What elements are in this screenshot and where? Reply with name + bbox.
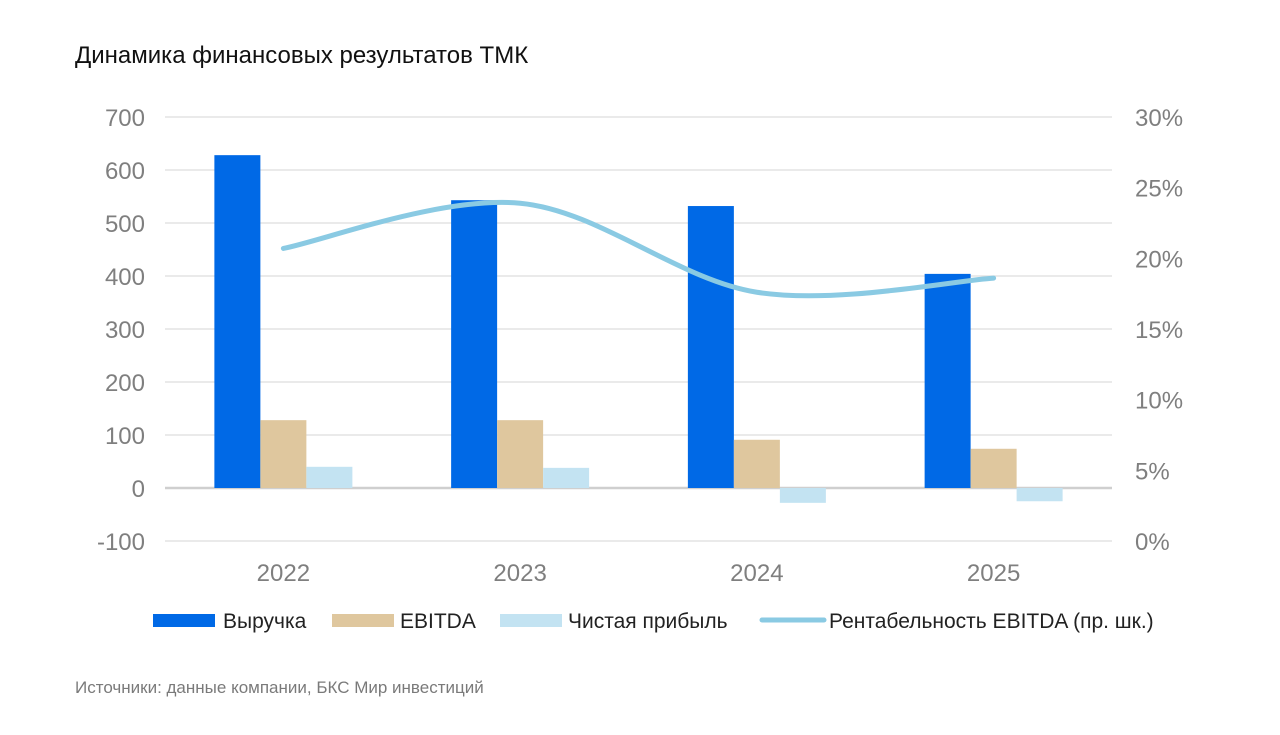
- line-ebitda-margin: [280, 199, 997, 299]
- x-tick-label: 2023: [493, 560, 546, 587]
- legend-label: Рентабельность EBITDA (пр. шк.): [829, 610, 1154, 633]
- x-tick-label: 2022: [257, 560, 310, 587]
- bar-выручка-2022: [214, 155, 261, 488]
- x-tick-label: 2025: [967, 560, 1020, 587]
- bar-ebitda-2025: [970, 448, 1017, 488]
- x-tick-label: 2024: [730, 560, 783, 587]
- bars: [214, 155, 1063, 503]
- bar-выручка-2025: [924, 273, 971, 488]
- y2-tick-label: 5%: [1135, 458, 1170, 485]
- bar-чистая-прибыль-2025: [1016, 488, 1063, 502]
- y-tick-label: 100: [105, 423, 145, 450]
- bar-чистая-прибыль-2023: [543, 467, 590, 488]
- legend-swatch-1: [153, 614, 215, 627]
- bar-ebitda-2024: [733, 439, 780, 488]
- y2-tick-label: 10%: [1135, 388, 1183, 415]
- y2-tick-label: 25%: [1135, 176, 1183, 203]
- bar-выручка-2024: [687, 206, 734, 489]
- y-axis-right: 30% 25% 20% 15% 10% 5% 0%: [1135, 105, 1183, 556]
- legend-swatch-2: [332, 614, 394, 627]
- bar-ebitda-2023: [497, 420, 544, 488]
- legend-swatch-3: [500, 614, 562, 627]
- y2-tick-label: 15%: [1135, 317, 1183, 344]
- legend-label: EBITDA: [400, 610, 476, 633]
- y2-tick-label: 0%: [1135, 529, 1170, 556]
- y-tick-label: 700: [105, 105, 145, 132]
- chart-title: Динамика финансовых результатов ТМК: [75, 42, 529, 69]
- legend: Выручка EBITDA Чистая прибыль Рентабельност…: [153, 610, 1154, 633]
- source-note: Источники: данные компании, БКС Мир инве…: [75, 678, 484, 697]
- y-tick-label: 600: [105, 158, 145, 185]
- y2-tick-label: 20%: [1135, 246, 1183, 273]
- y-tick-label: 200: [105, 370, 145, 397]
- y-tick-label: 0: [132, 476, 145, 503]
- line-series: [280, 199, 997, 299]
- y-tick-label: 500: [105, 211, 145, 238]
- legend-label: Чистая прибыль: [568, 610, 728, 633]
- bar-выручка-2023: [451, 200, 498, 488]
- legend-label: Выручка: [223, 610, 307, 633]
- y-axis-left: 700 600 500 400 300 200 100 0 -100: [97, 105, 145, 556]
- bar-ebitda-2022: [260, 420, 307, 488]
- y-tick-label: 300: [105, 317, 145, 344]
- y2-tick-label: 30%: [1135, 105, 1183, 132]
- y-tick-label: -100: [97, 529, 145, 556]
- bar-чистая-прибыль-2022: [306, 466, 353, 488]
- y-tick-label: 400: [105, 264, 145, 291]
- x-axis: 2022 2023 2024 2025: [257, 560, 1021, 587]
- bar-чистая-прибыль-2024: [779, 488, 826, 503]
